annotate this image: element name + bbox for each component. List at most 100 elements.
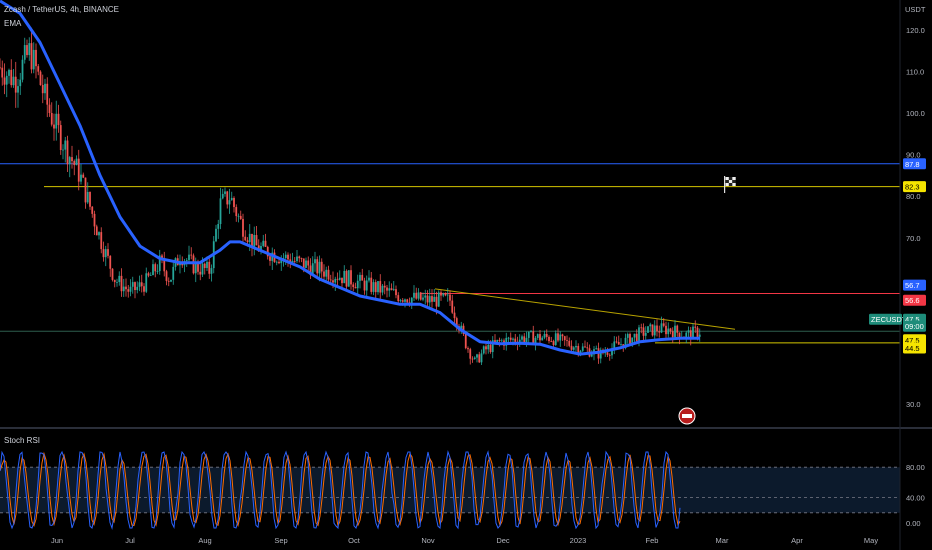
candle-body (629, 334, 631, 345)
candle-body (1, 67, 4, 78)
event-icon[interactable] (678, 407, 696, 425)
candle-body (543, 333, 546, 338)
countdown-tag-text: 09:00 (905, 322, 924, 331)
candle-body (140, 282, 143, 287)
candle-body (93, 213, 96, 227)
candle-body (226, 191, 229, 205)
candle-body (665, 325, 667, 335)
candle-body (244, 236, 247, 241)
candle-body (201, 263, 204, 275)
candle-body (215, 228, 217, 242)
candle-body (44, 83, 46, 94)
candle-body (343, 270, 346, 284)
candle-body (644, 332, 647, 336)
ema-indicator-label[interactable]: EMA (4, 19, 22, 28)
candle-body (352, 284, 355, 288)
candle-body (507, 337, 510, 339)
price-tick-label: 90.0 (906, 151, 921, 160)
candle-body (235, 207, 238, 217)
candle-body (260, 246, 262, 252)
price-pane[interactable] (0, 0, 900, 425)
stoch-rsi-pane[interactable] (0, 450, 900, 530)
candle-body (512, 338, 514, 340)
candle-body (98, 232, 100, 236)
candle-body (3, 77, 6, 85)
candle-body (170, 279, 172, 282)
candle-body (323, 271, 325, 277)
candle-body (536, 334, 539, 338)
candle-body (275, 261, 278, 263)
candle-body (428, 296, 431, 303)
candle-body (433, 296, 436, 302)
red-level-tag-bg (903, 294, 926, 306)
candle-body (327, 269, 330, 280)
candle-body (426, 295, 429, 303)
candle-body (237, 215, 240, 217)
ema-line[interactable] (0, 0, 700, 356)
candle-body (311, 263, 314, 276)
stoch-rsi-title[interactable]: Stoch RSI (4, 436, 41, 445)
candle-body (532, 331, 535, 344)
red-level-tag: 56.6 (903, 294, 926, 306)
candle-body (635, 333, 638, 342)
candle-body (219, 198, 222, 225)
event-stripe (682, 414, 692, 418)
candle-body (53, 124, 55, 129)
stoch-k-line[interactable] (0, 450, 681, 530)
candle-body (199, 271, 202, 275)
candle-body (584, 346, 586, 348)
candle-body (255, 235, 258, 246)
candle-body (206, 261, 208, 269)
candle-body (586, 347, 589, 349)
candle-body (442, 293, 445, 296)
candle-body (365, 280, 368, 291)
candle-body (334, 278, 337, 283)
candle-body (446, 294, 449, 296)
descending-trendline[interactable] (434, 288, 736, 330)
candle-body (370, 277, 373, 292)
yellow-low-tag-2: 44.5 (903, 342, 926, 354)
candle-body (26, 45, 28, 56)
candle-body (262, 240, 265, 247)
candle-body (307, 260, 310, 266)
candle-body (494, 340, 496, 343)
candle-body (498, 339, 501, 341)
candle-body (8, 69, 10, 76)
candle-body (496, 339, 499, 343)
candle-body (419, 292, 422, 300)
time-tick-label: Sep (274, 536, 287, 545)
candle-body (417, 292, 420, 299)
candle-body (325, 269, 328, 277)
candle-body (525, 337, 528, 343)
candle-body (35, 49, 37, 67)
symbol-title[interactable]: Zcash / TetherUS, 4h, BINANCE (4, 5, 120, 14)
candle-body (604, 352, 607, 354)
candle-body (318, 261, 321, 274)
candle-body (662, 323, 665, 326)
candle-body (647, 326, 649, 333)
candle-body (676, 325, 679, 333)
candle-body (73, 161, 76, 166)
candle-body (424, 295, 427, 298)
candle-body (620, 344, 622, 345)
candle-body (435, 296, 438, 307)
candle-body (329, 279, 332, 281)
candle-body (248, 233, 251, 243)
candle-body (282, 257, 285, 259)
flag-cell (732, 183, 736, 186)
candle-body (172, 266, 175, 280)
flag-cell (732, 180, 736, 183)
candle-body (541, 337, 544, 341)
candle-body (208, 261, 211, 274)
candle-body (674, 325, 676, 338)
candles (0, 27, 701, 365)
candle-body (395, 289, 397, 296)
flag-icon[interactable] (724, 176, 736, 193)
candle-body (406, 299, 409, 303)
candle-body (194, 262, 197, 274)
candle-body (242, 218, 244, 237)
candle-body (595, 348, 598, 350)
candle-body (197, 262, 199, 272)
